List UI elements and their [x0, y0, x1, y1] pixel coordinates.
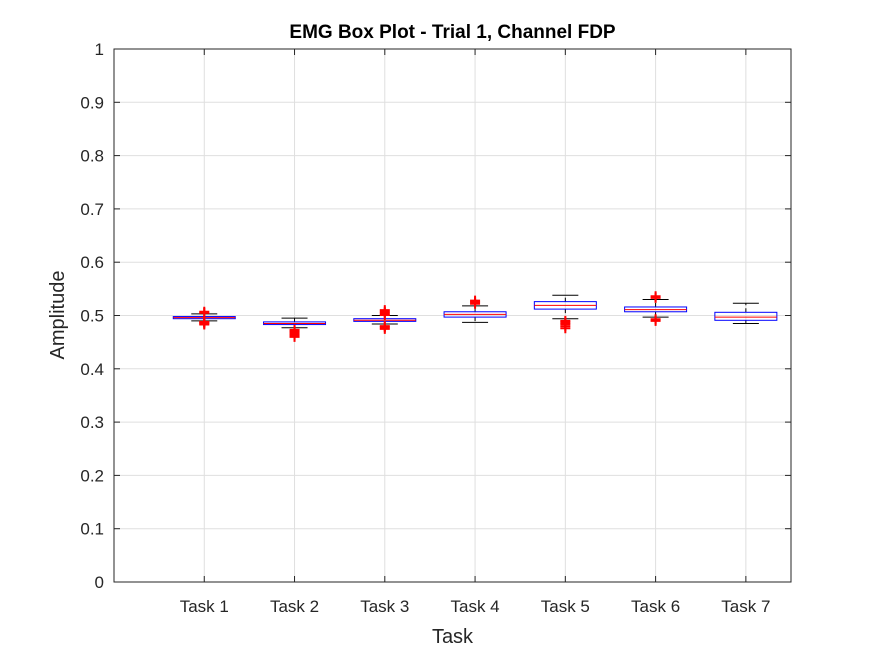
y-tick-label: 0.5 — [80, 307, 104, 326]
box-group — [172, 306, 236, 330]
outlier-marker — [199, 306, 210, 317]
x-tick-label: Task 4 — [450, 597, 499, 616]
outlier-marker — [560, 315, 571, 326]
y-tick-label: 0.6 — [80, 253, 104, 272]
y-tick-label: 0.7 — [80, 200, 104, 219]
x-tick-label: Task 3 — [360, 597, 409, 616]
outlier-marker — [199, 316, 210, 327]
axis-ticks — [114, 48, 791, 583]
box-group — [624, 291, 688, 326]
x-tick-label: Task 2 — [270, 597, 319, 616]
outlier-marker — [650, 314, 661, 325]
y-tick-label: 0.1 — [80, 520, 104, 539]
y-tick-label: 0 — [95, 573, 104, 592]
outlier-marker — [379, 305, 390, 316]
x-tick-label: Task 7 — [721, 597, 770, 616]
outlier-marker — [650, 291, 661, 302]
y-tick-label: 0.3 — [80, 413, 104, 432]
box-rect — [714, 311, 778, 321]
box-group — [443, 295, 507, 323]
chart-title: EMG Box Plot - Trial 1, Channel FDP — [289, 22, 616, 43]
tick-labels: 0 0.1 0.2 0.3 0.4 0.5 0.6 0.7 0.8 0.9 1 Task 1 Task … — [80, 40, 770, 616]
box-group — [533, 294, 597, 334]
x-tick-label: Task 5 — [541, 597, 590, 616]
y-axis-title: Amplitude — [47, 271, 69, 360]
box-group — [353, 305, 417, 334]
x-tick-label: Task 1 — [180, 597, 229, 616]
outlier-marker — [379, 321, 390, 332]
grid-lines — [114, 48, 791, 583]
box-plots — [172, 291, 778, 342]
x-tick-label: Task 6 — [631, 597, 680, 616]
y-tick-label: 0.4 — [80, 360, 104, 379]
y-tick-label: 0.9 — [80, 93, 104, 112]
box-group — [263, 317, 327, 342]
y-tick-label: 0.2 — [80, 466, 104, 485]
y-tick-label: 0.8 — [80, 147, 104, 166]
x-axis-title: Task — [432, 626, 474, 648]
outlier-marker — [470, 295, 481, 306]
box-group — [714, 302, 778, 324]
y-tick-label: 1 — [95, 40, 104, 59]
outlier-marker — [289, 324, 300, 335]
